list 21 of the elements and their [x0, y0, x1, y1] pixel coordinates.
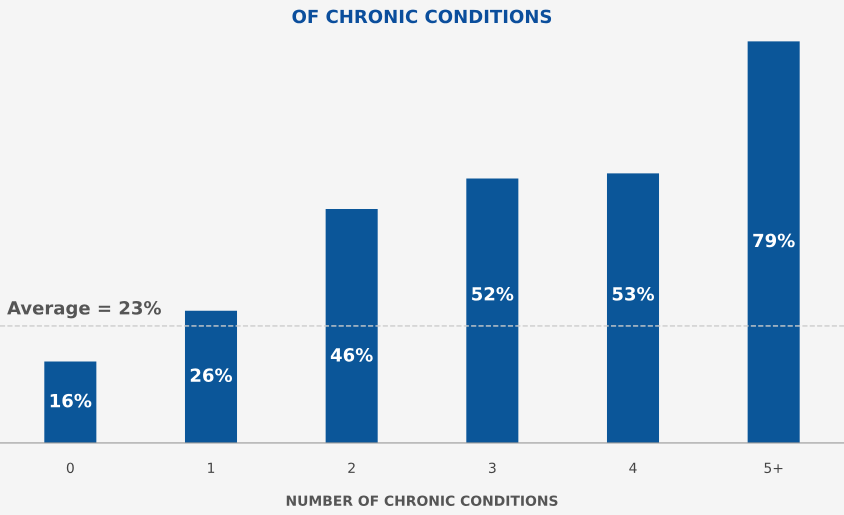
x-axis-title: NUMBER OF CHRONIC CONDITIONS: [286, 495, 558, 506]
bar: [466, 178, 518, 443]
data-label: 46%: [330, 348, 373, 362]
x-tick-label: 4: [629, 462, 637, 473]
x-tick-label: 2: [348, 462, 355, 473]
data-label: 52%: [472, 287, 514, 301]
x-tick-label: 3: [488, 462, 496, 474]
bar: [44, 362, 96, 443]
x-tick-label: 5+: [764, 462, 782, 474]
x-tick-label: 1: [208, 462, 214, 473]
bar: [606, 173, 660, 443]
data-label: 26%: [190, 368, 232, 382]
bar: [748, 41, 800, 443]
x-tick-label: 0: [66, 462, 74, 474]
data-label: 53%: [612, 287, 654, 301]
bar: [326, 209, 378, 443]
chart-title: OF CHRONIC CONDITIONS: [292, 10, 552, 24]
bar: [184, 310, 238, 443]
data-label: 16%: [50, 394, 92, 408]
data-label: 79%: [753, 234, 795, 248]
ref-line-label: Average = 23%: [7, 301, 161, 318]
